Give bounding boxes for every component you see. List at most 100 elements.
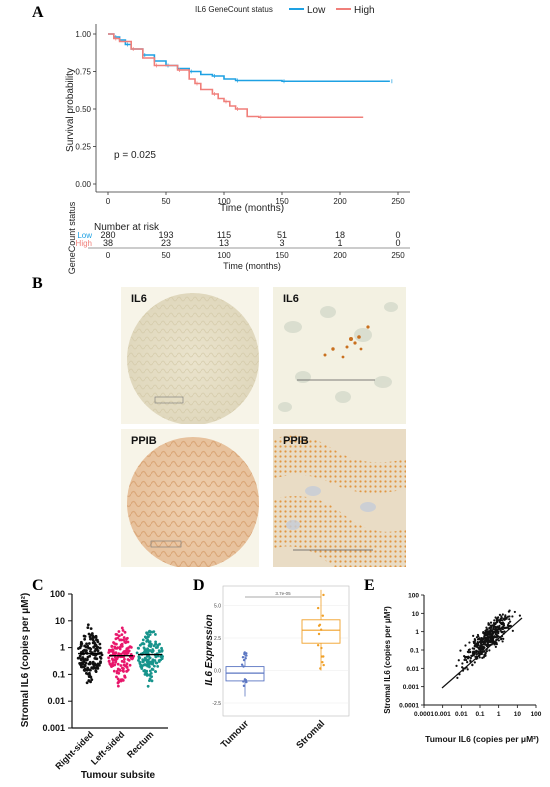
c-dot [84,671,88,675]
km-xtick-label: 50 [162,197,171,206]
c-dot [95,665,99,669]
c-dot [117,680,121,684]
e-ytick-label: 100 [408,593,419,600]
c-dot [108,662,112,666]
c-dot [84,650,88,654]
c-dot [146,648,149,651]
e-dot [457,659,460,662]
il6-core-image [121,287,259,424]
km-xtick-label: 250 [391,197,405,206]
e-ytick-label: 0.01 [406,666,419,673]
c-dot [144,663,148,667]
panel-d-boxplot: IL6 Expression 3.7e-05 5.0 2.5 0.0 -2.5 Tum… [204,585,350,751]
c-dot [117,671,121,675]
e-dot [494,628,497,631]
c-dot [137,655,141,658]
c-dot [94,648,98,651]
c-dot [80,661,84,665]
d-point [242,658,246,662]
e-dot [476,633,480,637]
c-dot [83,669,87,672]
km-ytick-label: 1.00 [75,30,91,39]
e-dot [479,648,482,651]
c-dot [131,656,135,660]
c-dot [147,665,151,669]
e-dot [511,615,514,618]
risk-value: 13 [219,238,229,248]
d-point [316,644,320,647]
c-dot [119,643,123,647]
e-dot [466,668,469,671]
c-dot [91,636,94,640]
c-dot [94,670,98,674]
il6-core-label: IL6 [131,293,147,305]
d-point [245,654,248,657]
c-dot [94,663,97,667]
panel-letter-b: B [32,275,43,292]
c-dot [152,664,156,668]
c-dot [83,664,87,668]
e-dot [490,639,493,642]
d-point [320,646,323,650]
e-ytick-label: 10 [412,611,420,618]
e-dot [509,624,512,627]
e-dot [484,641,487,644]
c-dot [86,626,90,630]
risk-xtick-label: 100 [217,251,231,260]
c-dot [123,630,127,634]
d-ytick-label: 5.0 [214,604,221,610]
km-xtick-label: 200 [333,197,347,206]
e-dot [475,642,478,645]
e-dot [513,610,516,614]
d-point [317,632,321,636]
c-dot [89,637,92,641]
c-dot [125,662,129,666]
c-dot [89,680,92,684]
legend-high-label: High [354,5,375,16]
c-dot [122,638,126,642]
e-dot [484,652,487,656]
c-dot [83,637,87,641]
d-point [316,606,320,610]
e-dot [495,633,498,636]
c-dot [156,664,160,668]
e-dot [463,658,466,661]
e-dot [511,629,514,632]
c-dot [79,644,83,648]
c-dot [140,666,144,669]
c-dot [84,645,88,649]
c-xtick-label: Left-sided [89,729,126,766]
c-dot [146,684,150,688]
c-dot [119,652,123,656]
il6-zoom-label: IL6 [283,293,299,305]
c-dot [117,634,121,638]
e-dot [472,634,475,637]
c-dot [114,651,118,655]
d-point [241,655,245,659]
d-point [318,623,322,627]
c-dot [146,632,149,636]
e-dot [471,664,474,667]
panel-letter-c: C [32,577,44,594]
c-dot [123,674,127,678]
e-dot [493,619,496,622]
c-dot [119,664,123,667]
e-y-label: Stromal IL6 (copies per μM²) [383,606,392,714]
e-xtick-label: 100 [531,711,542,718]
e-xtick-label: 1 [497,711,501,718]
e-dot [482,648,485,651]
c-dot [81,665,84,669]
e-dot [479,638,482,642]
c-dot [97,663,101,667]
e-dot [480,646,483,649]
e-dot [505,617,508,620]
c-y-label: Stromal IL6 (copies per μM²) [20,593,31,727]
c-dot [160,646,163,650]
c-dot [157,649,161,652]
c-ytick-label: 0.1 [52,669,65,679]
c-dot [123,652,126,656]
c-dot [91,634,95,638]
e-dot [498,626,501,629]
c-dot [121,629,125,632]
c-ytick-label: 1 [60,643,65,653]
